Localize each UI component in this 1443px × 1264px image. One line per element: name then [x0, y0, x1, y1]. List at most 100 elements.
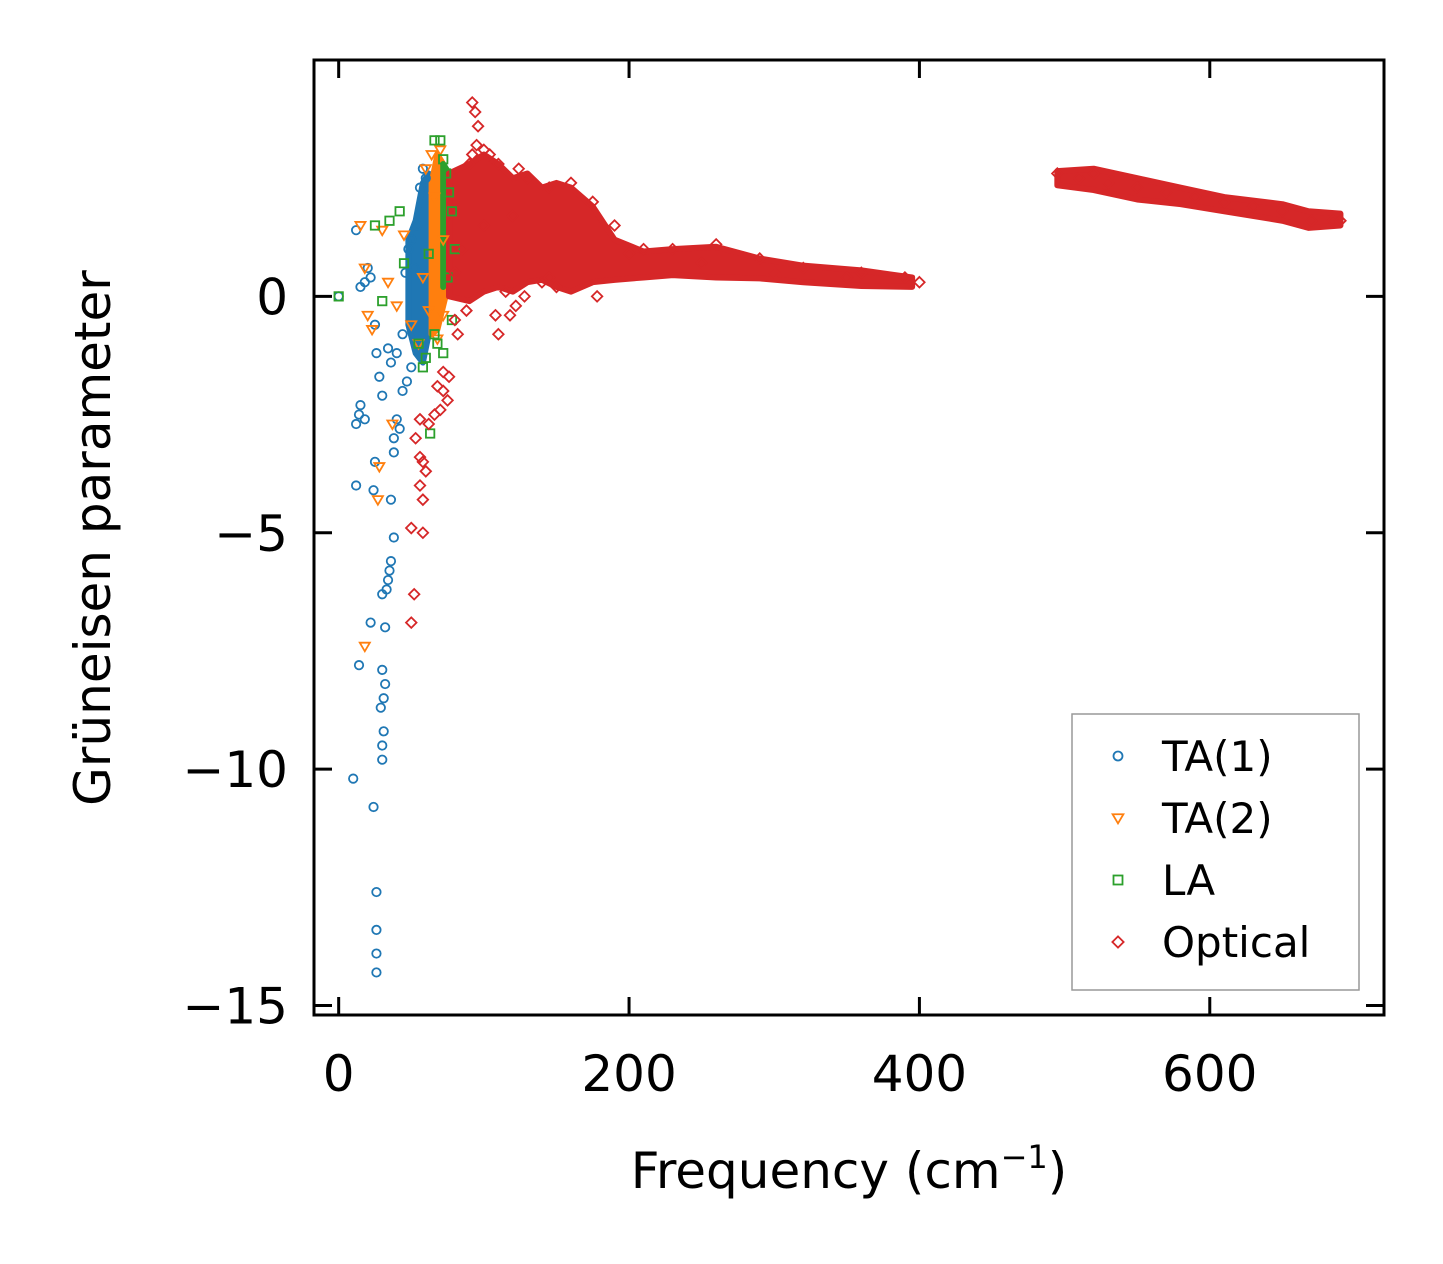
point-optical: [796, 261, 810, 275]
point-ta1: [369, 319, 381, 330]
point-optical: [767, 266, 781, 280]
point-ta1: [371, 948, 382, 959]
point-optical: [462, 157, 476, 171]
point-optical: [465, 148, 479, 162]
point-la: [384, 215, 395, 226]
point-ta1: [365, 617, 376, 628]
point-la: [333, 291, 344, 302]
legend: TA(1) TA(2) LA Optical: [1071, 713, 1360, 991]
point-ta2: [353, 221, 368, 233]
point-ta1: [355, 400, 366, 411]
point-optical: [422, 417, 436, 431]
point-ta2: [385, 419, 400, 431]
point-optical: [477, 218, 491, 232]
point-la: [443, 187, 455, 198]
point-ta1: [380, 622, 391, 633]
point-optical: [451, 327, 465, 341]
x-tick-label: 0: [323, 1045, 355, 1103]
y-axis-label: Grüneisen parameter: [64, 270, 122, 806]
point-ta1: [377, 664, 388, 675]
point-optical: [898, 270, 912, 284]
point-optical: [471, 119, 485, 133]
point-optical: [491, 327, 505, 341]
point-la: [394, 206, 405, 217]
y-tick-label: 0: [256, 268, 288, 326]
point-ta1: [385, 556, 397, 567]
point-ta2: [371, 495, 385, 507]
point-optical: [419, 464, 433, 478]
point-optical: [413, 450, 427, 464]
point-optical: [416, 493, 430, 507]
point-ta1: [377, 740, 388, 751]
point-ta2: [358, 641, 372, 654]
point-optical: [416, 526, 430, 540]
x-tick-label: 400: [872, 1045, 967, 1103]
point-ta1: [378, 693, 389, 704]
point-la: [420, 352, 431, 363]
y-tick-label: −15: [182, 978, 288, 1036]
point-optical: [1101, 176, 1115, 190]
point-ta2: [375, 225, 389, 238]
dense-point-regions: [405, 151, 1344, 366]
point-la: [377, 296, 388, 307]
point-optical: [666, 242, 680, 256]
point-optical: [637, 242, 651, 256]
x-axis-label: Frequency (cm−1): [631, 1138, 1068, 1200]
point-la: [441, 168, 452, 179]
point-la: [398, 258, 410, 269]
point-optical: [413, 412, 427, 426]
point-ta1: [397, 385, 408, 397]
point-ta1: [377, 589, 388, 600]
legend-marker-ta1: [1112, 750, 1124, 762]
point-optical: [535, 275, 549, 289]
point-ta1: [374, 371, 385, 382]
point-optical: [695, 256, 709, 270]
point-ta1: [368, 485, 379, 496]
point-la: [413, 338, 424, 349]
point-optical: [586, 195, 600, 209]
point-ta1: [369, 456, 381, 467]
point-ta1: [353, 660, 365, 671]
point-ta2: [381, 277, 395, 290]
point-optical: [590, 289, 604, 303]
point-ta1: [414, 182, 426, 193]
point-optical: [404, 616, 418, 630]
point-la: [435, 135, 446, 146]
point-ta1: [371, 886, 382, 898]
point-la: [446, 314, 458, 326]
point-ta1: [365, 272, 376, 283]
point-optical: [499, 285, 513, 299]
point-optical: [912, 275, 926, 289]
point-optical: [413, 478, 427, 493]
legend-marker-ta2: [1111, 813, 1125, 826]
point-ta1: [382, 343, 394, 354]
x-tick-label: 600: [1162, 1045, 1257, 1103]
point-ta1: [388, 433, 399, 444]
legend-marker-la: [1112, 874, 1124, 886]
point-ta1: [400, 267, 411, 278]
point-ta1: [385, 357, 397, 368]
point-ta2: [422, 306, 436, 318]
point-optical: [407, 587, 421, 601]
point-ta1: [368, 801, 379, 813]
point-optical: [854, 266, 868, 280]
point-optical: [448, 313, 462, 327]
point-ta2: [361, 310, 375, 323]
point-optical: [549, 280, 563, 294]
point-la: [438, 348, 449, 359]
point-optical: [1275, 204, 1289, 218]
point-optical: [1246, 200, 1260, 214]
point-optical: [409, 431, 423, 445]
point-la: [442, 272, 453, 283]
point-ta1: [377, 754, 388, 765]
point-la: [429, 329, 440, 340]
point-la: [449, 244, 460, 255]
point-ta1: [411, 220, 423, 231]
point-optical: [503, 308, 517, 322]
point-ta1: [377, 390, 388, 401]
point-ta1: [391, 348, 402, 359]
x-tick-label: 200: [581, 1045, 676, 1103]
point-ta1: [378, 726, 389, 737]
point-optical: [430, 379, 444, 393]
